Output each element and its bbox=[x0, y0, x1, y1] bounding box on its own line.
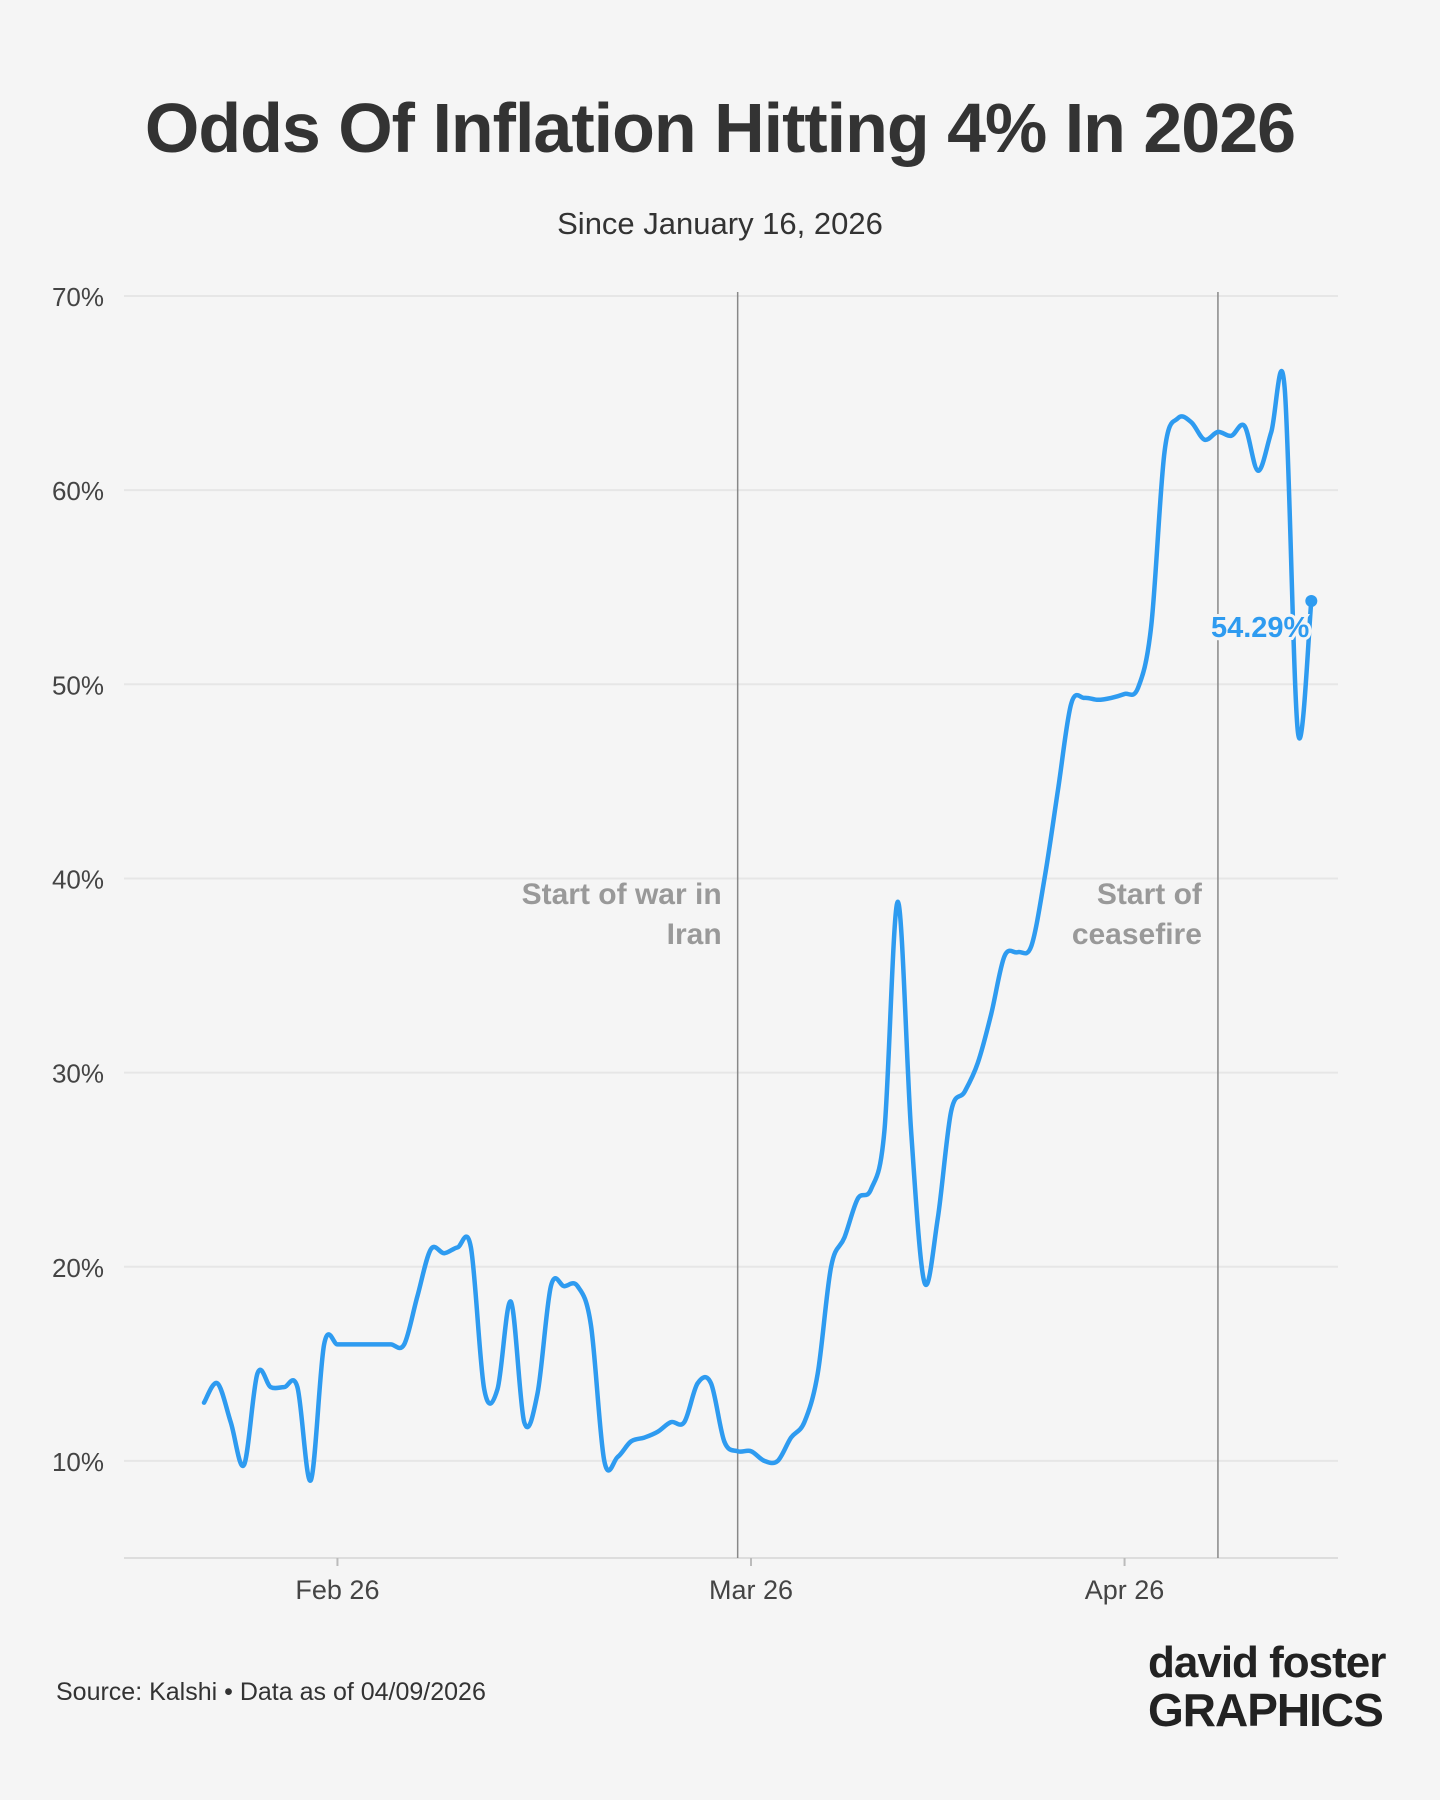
annotation-label: Iran bbox=[667, 918, 722, 951]
line-chart: 10% 20% 30% 40% 50% 60% 70% Feb 26 Mar 26 Apr 26… bbox=[52, 282, 1338, 1605]
y-tick-label: 40% bbox=[52, 864, 104, 894]
logo-line1: david foster bbox=[1148, 1638, 1386, 1687]
series-line bbox=[201, 368, 1314, 1483]
x-tick-label: Apr 26 bbox=[1085, 1575, 1165, 1605]
grid-lines bbox=[124, 295, 1338, 1462]
y-tick-label: 10% bbox=[52, 1447, 104, 1477]
y-tick-label: 60% bbox=[52, 476, 104, 506]
y-tick-label: 70% bbox=[52, 282, 104, 312]
end-point-marker bbox=[1305, 595, 1318, 608]
x-tick-label: Mar 26 bbox=[709, 1575, 793, 1605]
y-tick-label: 20% bbox=[52, 1253, 104, 1283]
annotation-label: Start of bbox=[1097, 878, 1203, 911]
annotation-label: Start of war in bbox=[522, 878, 722, 911]
brand-logo: david foster GRAPHICS bbox=[1148, 1638, 1388, 1736]
annotations: Start of war in Iran Start of ceasefire bbox=[522, 292, 1219, 1558]
y-axis: 10% 20% 30% 40% 50% 60% 70% bbox=[52, 282, 104, 1477]
chart-subtitle: Since January 16, 2026 bbox=[557, 206, 883, 241]
x-tick-label: Feb 26 bbox=[295, 1575, 379, 1605]
y-tick-label: 30% bbox=[52, 1059, 104, 1089]
annotation-label: ceasefire bbox=[1072, 918, 1202, 951]
y-tick-label: 50% bbox=[52, 670, 104, 700]
x-axis: Feb 26 Mar 26 Apr 26 bbox=[124, 1557, 1338, 1605]
logo-line2: GRAPHICS bbox=[1148, 1684, 1384, 1736]
last-value-label: 54.29% bbox=[1211, 612, 1310, 644]
chart-title: Odds Of Inflation Hitting 4% In 2026 bbox=[144, 89, 1296, 167]
source-note: Source: Kalshi • Data as of 04/09/2026 bbox=[56, 1678, 486, 1706]
series: 54.29% bbox=[201, 368, 1318, 1483]
